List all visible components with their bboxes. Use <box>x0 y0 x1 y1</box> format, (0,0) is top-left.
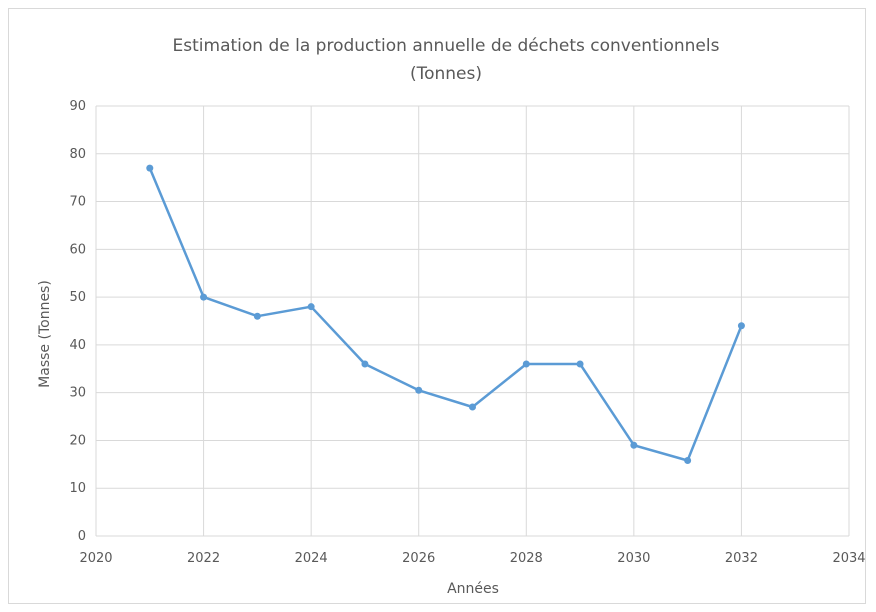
x-tick-label: 2034 <box>832 551 865 566</box>
y-tick-label: 0 <box>78 529 86 544</box>
data-point <box>253 312 261 320</box>
data-point <box>307 303 315 311</box>
x-tick-label: 2026 <box>402 551 435 566</box>
data-point <box>737 322 745 330</box>
y-axis-label: Masse (Tonnes) <box>37 280 53 388</box>
data-point <box>469 403 476 411</box>
chart-title: Estimation de la production annuelle de … <box>173 36 720 56</box>
data-point <box>146 164 154 172</box>
line-chart: Estimation de la production annuelle de … <box>37 36 866 597</box>
data-point <box>415 386 423 394</box>
y-tick-label: 30 <box>69 386 86 401</box>
y-tick-label: 70 <box>69 195 86 210</box>
y-tick-label: 20 <box>69 433 86 448</box>
data-point <box>576 360 584 368</box>
y-tick-labels: 0 10 20 30 40 50 60 70 80 90 <box>69 99 86 544</box>
x-tick-labels: 2020 2022 2024 2026 2028 2030 2032 2034 <box>79 551 865 566</box>
series-layer <box>146 164 745 465</box>
series-line <box>148 167 743 462</box>
grid-layer <box>95 105 850 537</box>
chart-subtitle: (Tonnes) <box>410 64 482 84</box>
x-tick-label: 2020 <box>79 551 112 566</box>
y-tick-label: 60 <box>69 242 86 257</box>
y-tick-label: 10 <box>69 481 86 496</box>
data-point <box>361 360 369 368</box>
x-axis-label: Années <box>447 581 499 597</box>
data-point <box>200 293 208 301</box>
x-tick-label: 2024 <box>295 551 328 566</box>
chart-frame: Estimation de la production annuelle de … <box>8 8 866 604</box>
data-point <box>630 441 638 449</box>
data-point <box>684 457 692 465</box>
y-tick-label: 90 <box>69 99 86 114</box>
y-tick-label: 50 <box>69 290 86 305</box>
y-tick-label: 80 <box>69 147 86 162</box>
x-tick-label: 2028 <box>510 551 543 566</box>
y-tick-label: 40 <box>69 338 86 353</box>
x-tick-label: 2032 <box>725 551 758 566</box>
x-tick-label: 2030 <box>617 551 650 566</box>
x-tick-label: 2022 <box>187 551 220 566</box>
data-point <box>522 360 530 368</box>
